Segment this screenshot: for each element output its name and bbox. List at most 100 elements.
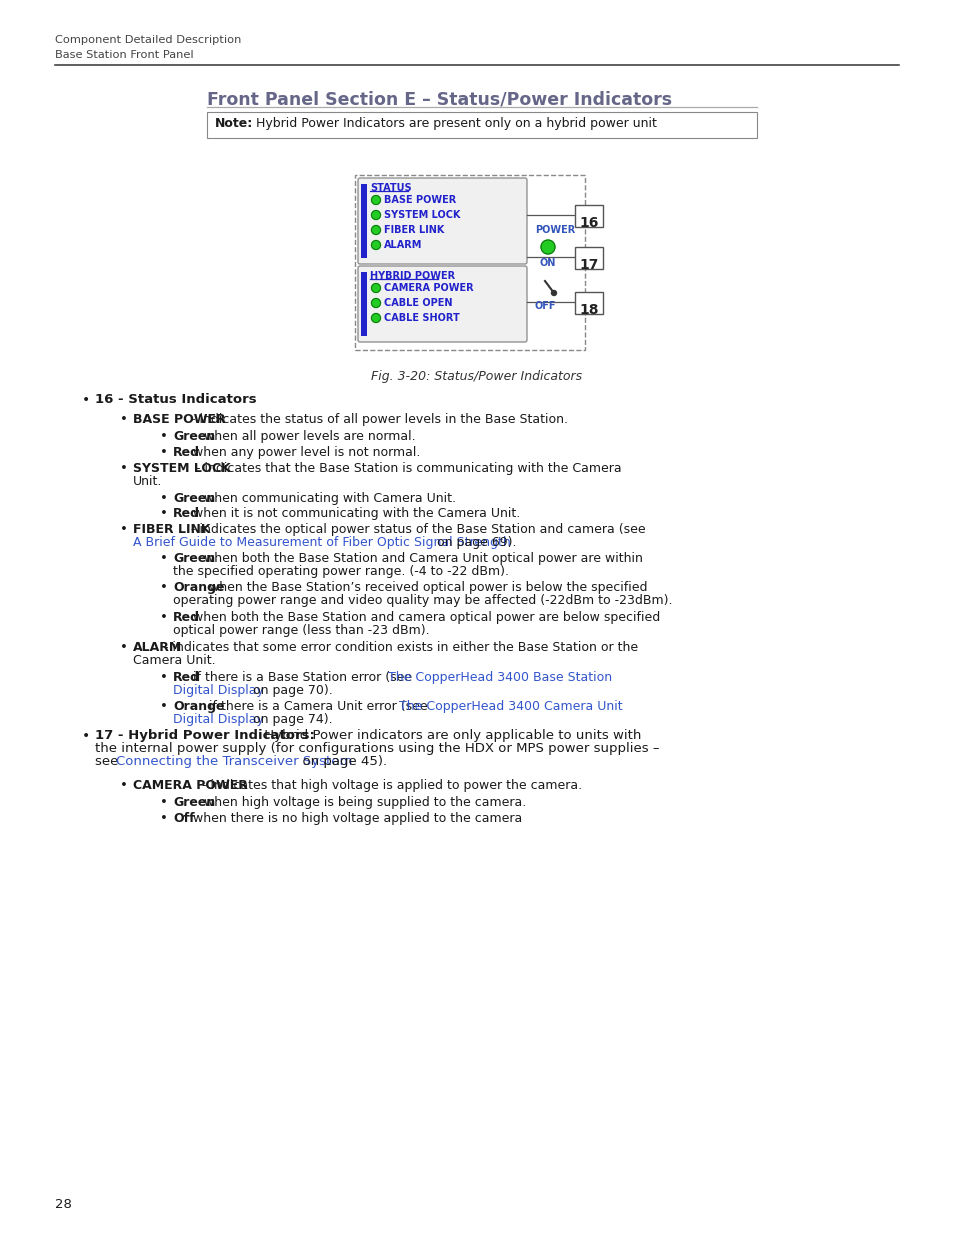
Text: •: • xyxy=(160,811,168,825)
Text: if there is a Base Station error (see: if there is a Base Station error (see xyxy=(189,671,416,684)
Text: - indicates that high voltage is applied to power the camera.: - indicates that high voltage is applied… xyxy=(197,779,581,792)
Text: when both the Base Station and Camera Unit optical power are within: when both the Base Station and Camera Un… xyxy=(200,552,642,564)
Text: on page 74).: on page 74). xyxy=(249,713,333,726)
Circle shape xyxy=(371,226,380,235)
Text: OFF: OFF xyxy=(535,301,556,311)
Text: STATUS: STATUS xyxy=(370,183,411,193)
Text: optical power range (less than -23 dBm).: optical power range (less than -23 dBm). xyxy=(172,624,429,637)
Text: when all power levels are normal.: when all power levels are normal. xyxy=(200,430,416,443)
Text: •: • xyxy=(160,508,168,520)
Text: •: • xyxy=(82,393,91,408)
Text: - indicates that some error condition exists in either the Base Station or the: - indicates that some error condition ex… xyxy=(160,641,638,655)
Text: •: • xyxy=(120,641,128,655)
Text: CABLE OPEN: CABLE OPEN xyxy=(384,298,452,308)
Text: •: • xyxy=(160,446,168,459)
Text: on page 69).: on page 69). xyxy=(433,536,516,550)
Bar xyxy=(575,205,602,227)
Text: ALARM: ALARM xyxy=(384,240,422,249)
FancyBboxPatch shape xyxy=(357,178,526,264)
Circle shape xyxy=(539,278,556,294)
Text: Off: Off xyxy=(172,811,194,825)
Circle shape xyxy=(371,299,380,308)
Text: when it is not communicating with the Camera Unit.: when it is not communicating with the Ca… xyxy=(189,508,520,520)
Text: Base Station Front Panel: Base Station Front Panel xyxy=(55,49,193,61)
Text: Hybrid Power indicators are only applicable to units with: Hybrid Power indicators are only applica… xyxy=(260,729,641,742)
Text: •: • xyxy=(120,779,128,792)
Text: •: • xyxy=(160,797,168,809)
Text: Digital Display: Digital Display xyxy=(172,684,264,697)
Text: •: • xyxy=(120,462,128,475)
Text: SYSTEM LOCK: SYSTEM LOCK xyxy=(132,462,231,475)
Text: on page 45).: on page 45). xyxy=(294,755,386,768)
Circle shape xyxy=(551,290,556,295)
Text: if there is a Camera Unit error (see: if there is a Camera Unit error (see xyxy=(205,700,432,713)
Text: POWER: POWER xyxy=(535,225,575,235)
Circle shape xyxy=(540,240,555,254)
Text: Green: Green xyxy=(172,552,215,564)
Text: •: • xyxy=(160,611,168,624)
Bar xyxy=(575,247,602,269)
Text: FIBER LINK: FIBER LINK xyxy=(132,522,211,536)
Text: - indicates the status of all power levels in the Base Station.: - indicates the status of all power leve… xyxy=(187,412,567,426)
Text: 17: 17 xyxy=(578,258,598,272)
Text: A Brief Guide to Measurement of Fiber Optic Signal Strength: A Brief Guide to Measurement of Fiber Op… xyxy=(132,536,510,550)
Text: when the Base Station’s received optical power is below the specified: when the Base Station’s received optical… xyxy=(205,580,647,594)
Text: when high voltage is being supplied to the camera.: when high voltage is being supplied to t… xyxy=(200,797,526,809)
Text: on page 70).: on page 70). xyxy=(249,684,333,697)
Text: see: see xyxy=(95,755,123,768)
Text: Orange: Orange xyxy=(172,700,224,713)
Text: SYSTEM LOCK: SYSTEM LOCK xyxy=(384,210,460,220)
Text: BASE POWER: BASE POWER xyxy=(132,412,226,426)
Text: 18: 18 xyxy=(578,303,598,317)
Text: 16 - Status Indicators: 16 - Status Indicators xyxy=(95,393,256,406)
Text: when communicating with Camera Unit.: when communicating with Camera Unit. xyxy=(200,492,456,505)
Text: •: • xyxy=(160,700,168,713)
Text: 28: 28 xyxy=(55,1198,71,1212)
Text: Front Panel Section E – Status/Power Indicators: Front Panel Section E – Status/Power Ind… xyxy=(207,90,672,107)
Text: Red: Red xyxy=(172,671,200,684)
Text: Fig. 3-20: Status/Power Indicators: Fig. 3-20: Status/Power Indicators xyxy=(371,370,582,383)
FancyBboxPatch shape xyxy=(357,266,526,342)
Text: CABLE SHORT: CABLE SHORT xyxy=(384,312,459,324)
Text: •: • xyxy=(120,522,128,536)
Circle shape xyxy=(371,284,380,293)
Circle shape xyxy=(371,314,380,322)
Text: ALARM: ALARM xyxy=(132,641,182,655)
Text: Red: Red xyxy=(172,446,200,459)
Text: Red: Red xyxy=(172,611,200,624)
Text: the specified operating power range. (-4 to -22 dBm).: the specified operating power range. (-4… xyxy=(172,564,509,578)
Text: BASE POWER: BASE POWER xyxy=(384,195,456,205)
Text: ON: ON xyxy=(539,258,556,268)
Bar xyxy=(355,175,584,350)
Circle shape xyxy=(371,210,380,220)
Bar xyxy=(575,291,602,314)
Text: Green: Green xyxy=(172,492,215,505)
Bar xyxy=(207,112,757,138)
Text: •: • xyxy=(160,580,168,594)
Bar xyxy=(360,184,367,258)
Text: Hybrid Power Indicators are present only on a hybrid power unit: Hybrid Power Indicators are present only… xyxy=(248,117,657,130)
Text: •: • xyxy=(160,671,168,684)
Text: operating power range and video quality may be affected (-22dBm to -23dBm).: operating power range and video quality … xyxy=(172,594,672,606)
Text: The CopperHead 3400 Camera Unit: The CopperHead 3400 Camera Unit xyxy=(398,700,621,713)
Text: Camera Unit.: Camera Unit. xyxy=(132,655,215,667)
Text: Green: Green xyxy=(172,430,215,443)
Text: Green: Green xyxy=(172,797,215,809)
Text: when both the Base Station and camera optical power are below specified: when both the Base Station and camera op… xyxy=(189,611,659,624)
Text: •: • xyxy=(82,729,91,743)
Text: The CopperHead 3400 Base Station: The CopperHead 3400 Base Station xyxy=(387,671,611,684)
Text: 16: 16 xyxy=(578,216,598,230)
Circle shape xyxy=(371,241,380,249)
Text: Component Detailed Description: Component Detailed Description xyxy=(55,35,241,44)
Text: FIBER LINK: FIBER LINK xyxy=(384,225,444,235)
Text: 17 - Hybrid Power Indicators:: 17 - Hybrid Power Indicators: xyxy=(95,729,314,742)
Bar xyxy=(360,272,367,336)
Text: •: • xyxy=(160,492,168,505)
Circle shape xyxy=(371,195,380,205)
Text: Red: Red xyxy=(172,508,200,520)
Text: HYBRID POWER: HYBRID POWER xyxy=(370,270,455,282)
Text: CAMERA POWER: CAMERA POWER xyxy=(132,779,248,792)
Text: the internal power supply (for configurations using the HDX or MPS power supplie: the internal power supply (for configura… xyxy=(95,742,659,755)
Text: Note:: Note: xyxy=(214,117,253,130)
Text: •: • xyxy=(120,412,128,426)
